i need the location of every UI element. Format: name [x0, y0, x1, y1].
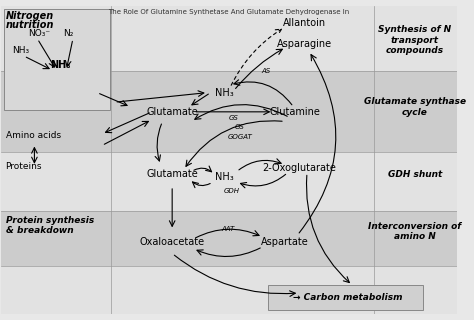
- Text: Glutamine: Glutamine: [269, 107, 320, 117]
- Text: GOGAT: GOGAT: [227, 134, 252, 140]
- Text: Synthesis of N: Synthesis of N: [378, 25, 451, 34]
- Text: Interconversion of: Interconversion of: [368, 222, 462, 231]
- Text: Oxaloacetate: Oxaloacetate: [140, 237, 205, 247]
- Bar: [0, 211, 457, 266]
- Text: AAT: AAT: [221, 226, 235, 232]
- Text: GS: GS: [229, 115, 239, 121]
- Bar: [0, 152, 457, 211]
- Text: Glutamate: Glutamate: [146, 107, 198, 117]
- Text: GDH shunt: GDH shunt: [388, 170, 442, 179]
- FancyArrowPatch shape: [236, 49, 283, 89]
- FancyArrowPatch shape: [174, 255, 295, 296]
- Text: Protein synthesis: Protein synthesis: [6, 216, 94, 225]
- Text: NH₃: NH₃: [215, 172, 234, 182]
- FancyArrowPatch shape: [197, 248, 260, 257]
- Bar: [268, 285, 423, 310]
- Text: The Role Of Glutamine Synthetase And Glutamate Dehydrogenase In: The Role Of Glutamine Synthetase And Glu…: [109, 9, 350, 15]
- Bar: [0, 71, 457, 152]
- Text: GS: GS: [235, 124, 245, 130]
- FancyArrowPatch shape: [194, 166, 211, 172]
- Text: cycle: cycle: [402, 108, 428, 117]
- Text: → Carbon metabolism: → Carbon metabolism: [293, 293, 402, 302]
- Text: NH₃: NH₃: [12, 46, 29, 55]
- Text: 2-Oxoglutarate: 2-Oxoglutarate: [263, 163, 336, 173]
- Bar: [0, 6, 457, 71]
- Text: & breakdown: & breakdown: [6, 227, 73, 236]
- FancyArrowPatch shape: [307, 175, 349, 283]
- FancyArrowPatch shape: [192, 182, 210, 188]
- FancyArrowPatch shape: [196, 229, 259, 238]
- Text: Asparagine: Asparagine: [276, 39, 332, 49]
- FancyArrowPatch shape: [240, 174, 286, 188]
- Text: Aspartate: Aspartate: [261, 237, 309, 247]
- FancyArrowPatch shape: [231, 29, 282, 85]
- Bar: [4, 9, 109, 110]
- Bar: [0, 266, 457, 314]
- Text: Allantoin: Allantoin: [283, 18, 326, 28]
- Text: N₂: N₂: [64, 29, 73, 38]
- Text: NO₃⁻: NO₃⁻: [27, 29, 50, 38]
- Text: Nitrogen: Nitrogen: [6, 11, 54, 21]
- FancyArrowPatch shape: [155, 124, 162, 161]
- Text: Glutamate: Glutamate: [146, 170, 198, 180]
- Text: Amino acids: Amino acids: [6, 131, 61, 140]
- FancyArrowPatch shape: [299, 55, 336, 233]
- FancyArrowPatch shape: [186, 121, 282, 166]
- Text: transport: transport: [391, 36, 439, 45]
- Text: GDH: GDH: [224, 188, 240, 194]
- Text: AS: AS: [261, 68, 270, 74]
- Text: compounds: compounds: [386, 46, 444, 55]
- FancyArrowPatch shape: [195, 105, 287, 119]
- Text: nutrition: nutrition: [6, 20, 54, 30]
- Text: Glutamate synthase: Glutamate synthase: [364, 97, 466, 106]
- Text: NH₃: NH₃: [50, 60, 71, 70]
- FancyArrowPatch shape: [234, 80, 292, 105]
- Text: amino N: amino N: [394, 232, 436, 241]
- Text: NH₃: NH₃: [215, 88, 234, 98]
- Text: Proteins: Proteins: [6, 162, 42, 171]
- FancyArrowPatch shape: [239, 159, 281, 170]
